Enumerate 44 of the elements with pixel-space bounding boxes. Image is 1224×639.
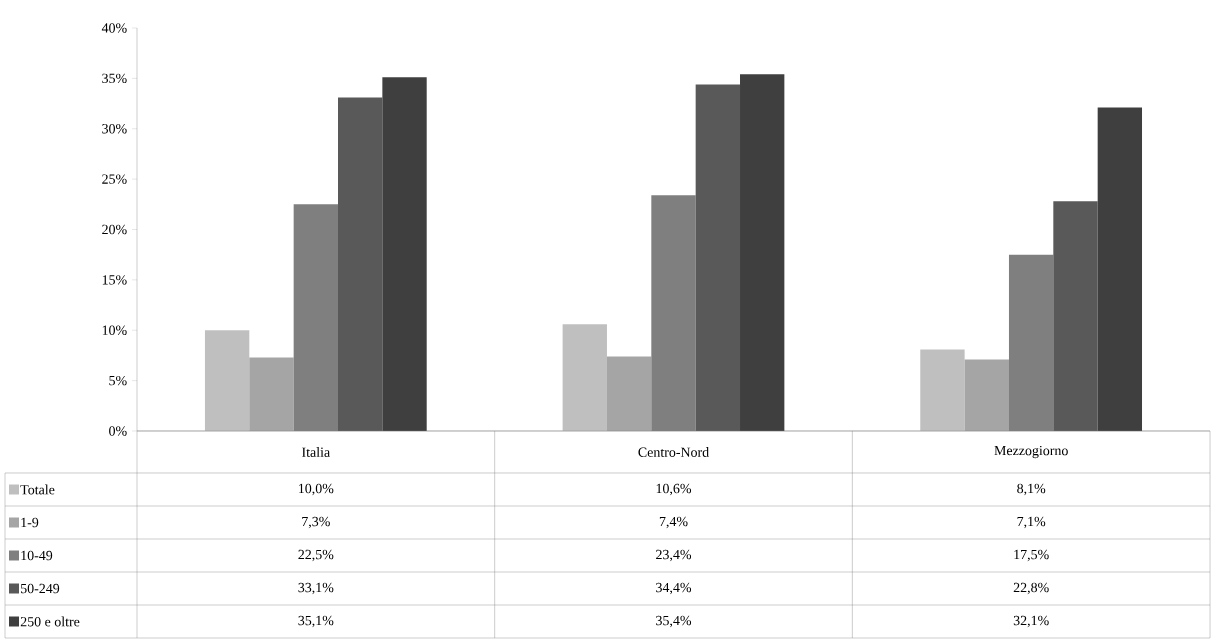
x-tick-label: Italia bbox=[302, 447, 330, 457]
bar bbox=[606, 356, 652, 431]
data-label: 7,3% bbox=[302, 516, 330, 529]
bar bbox=[562, 324, 607, 431]
bar bbox=[964, 359, 1009, 431]
y-tick-label: 30% bbox=[102, 124, 127, 134]
data-label: 23,4% bbox=[656, 549, 692, 562]
data-label: 32,1% bbox=[1013, 615, 1049, 628]
x-tick-label: Centro-Nord bbox=[638, 447, 709, 457]
data-label: 22,8% bbox=[1013, 582, 1049, 595]
data-label: 10,6% bbox=[656, 483, 692, 496]
data-label: 8,1% bbox=[1017, 483, 1046, 496]
y-tick-label: 40% bbox=[101, 23, 127, 33]
data-label: 34,4% bbox=[656, 582, 692, 595]
data-label: 33,1% bbox=[298, 582, 334, 595]
data-label: 7,4% bbox=[659, 516, 688, 529]
bar bbox=[695, 84, 741, 431]
x-tick-label: Mezzogiorno bbox=[994, 445, 1068, 459]
data-label: 22,5% bbox=[298, 549, 334, 562]
bar bbox=[338, 97, 383, 431]
legend-label: 50-249 bbox=[21, 583, 60, 594]
y-tick-label: 35% bbox=[102, 73, 127, 84]
y-tick-label: 5% bbox=[109, 375, 127, 386]
y-tick-label: 10% bbox=[102, 325, 127, 335]
bar bbox=[740, 74, 785, 431]
bar bbox=[382, 77, 427, 431]
data-label: 7,1% bbox=[1017, 516, 1046, 529]
data-label: 35,4% bbox=[656, 615, 692, 628]
legend-label: Totale bbox=[20, 484, 55, 495]
data-label: 10,0% bbox=[299, 483, 334, 496]
bar bbox=[204, 330, 250, 431]
legend-label: 1-9 bbox=[21, 517, 39, 528]
bar bbox=[1097, 107, 1143, 431]
y-tick-label: 15% bbox=[102, 275, 127, 285]
y-tick-label: 20% bbox=[102, 224, 127, 235]
legend-label: 250 e oltre bbox=[20, 616, 80, 627]
data-label: 35,1% bbox=[298, 615, 334, 628]
y-tick-label: 25% bbox=[102, 174, 127, 184]
bar bbox=[249, 357, 294, 431]
y-tick-label: 0% bbox=[109, 426, 127, 436]
bar bbox=[920, 349, 965, 431]
data-label: 17,5% bbox=[1014, 549, 1049, 562]
legend-label: 10-49 bbox=[21, 550, 53, 561]
bar bbox=[1053, 201, 1098, 431]
